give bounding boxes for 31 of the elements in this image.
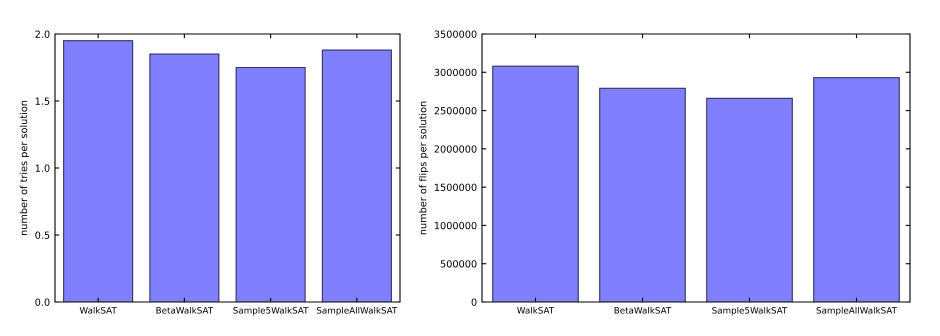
bar xyxy=(236,66,306,302)
y-axis-title: number of tries per solution xyxy=(20,100,30,236)
x-tick-label: Sample5WalkSAT xyxy=(712,306,788,316)
y-tick-label: 2000000 xyxy=(434,145,476,153)
y-tick-label: 1.5 xyxy=(36,98,50,105)
x-tick-label: WalkSAT xyxy=(80,306,117,314)
y-tick-label: 0 xyxy=(472,298,476,306)
bar xyxy=(706,98,793,302)
y-tick-label: 2500000 xyxy=(434,107,476,114)
x-tick-label: SampleAllWalkSAT xyxy=(316,306,398,316)
x-tick-label: BetaWalkSAT xyxy=(614,306,672,314)
y-tick-label: 0.5 xyxy=(35,231,50,239)
bar xyxy=(492,66,579,302)
bar xyxy=(322,50,392,302)
bar xyxy=(149,54,220,302)
bar xyxy=(813,77,900,302)
bar xyxy=(63,40,134,302)
y-tick-label: 1000000 xyxy=(434,222,476,230)
y-tick-label: 0.0 xyxy=(35,298,50,306)
y-axis-title: number of flips per solution xyxy=(418,102,428,234)
bar xyxy=(599,88,686,302)
y-tick-label: 3500000 xyxy=(434,30,476,38)
y-tick-label: 3000000 xyxy=(434,68,476,76)
y-tick-label: 500000 xyxy=(440,260,476,268)
x-tick-label: WalkSAT xyxy=(517,306,554,314)
y-tick-label: 2.0 xyxy=(35,30,50,38)
x-tick-label: BetaWalkSAT xyxy=(156,306,214,314)
y-tick-label: 1.0 xyxy=(36,164,50,172)
x-tick-label: SampleAllWalkSAT xyxy=(816,306,898,316)
x-tick-label: Sample5WalkSAT xyxy=(233,306,308,316)
y-tick-label: 1500000 xyxy=(434,184,476,191)
